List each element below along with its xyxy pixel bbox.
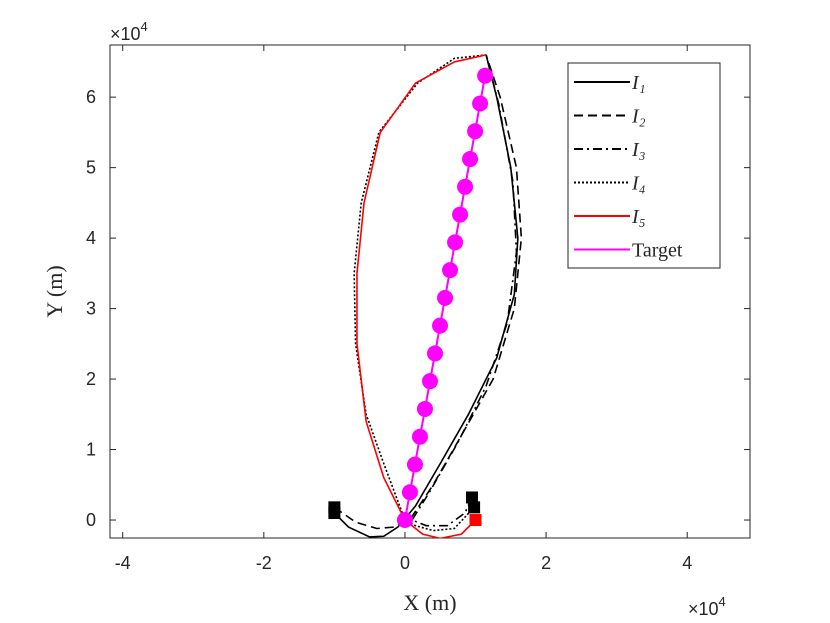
y-tick-label: 3: [86, 299, 96, 319]
legend-label: I₃: [631, 139, 646, 161]
target-marker: [462, 151, 479, 168]
target-marker: [452, 206, 469, 223]
x-tick-label: -2: [256, 553, 272, 573]
target-marker: [416, 400, 433, 417]
target-marker: [477, 67, 494, 84]
target-marker: [447, 234, 464, 251]
target-marker: [396, 512, 413, 529]
target-marker: [422, 373, 438, 390]
target-marker: [406, 456, 423, 473]
x-axis-label: X (m): [403, 590, 456, 615]
target-marker: [401, 484, 418, 501]
multiplier-exponent: 4: [719, 594, 726, 609]
multiplier-exponent: 4: [141, 19, 148, 34]
target-marker: [472, 95, 489, 112]
target-marker: [437, 289, 454, 306]
multiplier-base: ×10: [688, 599, 719, 619]
target-marker: [457, 178, 474, 195]
target-marker: [427, 345, 444, 362]
start-marker: [469, 514, 482, 527]
target-marker: [432, 317, 449, 334]
x-tick-label: 0: [400, 553, 410, 573]
y-tick-label: 2: [86, 369, 96, 389]
axis-multiplier: ×104: [688, 594, 726, 619]
y-tick-label: 4: [86, 228, 96, 248]
legend-label: Target: [632, 240, 683, 262]
trajectory: [333, 54, 523, 530]
y-tick-label: 0: [86, 510, 96, 530]
axis-multiplier: ×104: [110, 19, 148, 44]
y-tick-label: 1: [86, 440, 96, 460]
target-marker: [467, 123, 484, 140]
legend-label: I₁: [631, 72, 646, 94]
legend-label: I₂: [631, 106, 646, 128]
target-marker: [411, 428, 428, 445]
start-marker: [328, 501, 341, 514]
multiplier-base: ×10: [110, 24, 141, 44]
start-marker: [465, 491, 478, 504]
y-tick-label: 5: [86, 158, 96, 178]
x-tick-label: -4: [115, 553, 131, 573]
x-tick-label: 2: [541, 553, 551, 573]
target-marker: [442, 262, 459, 279]
y-axis-label: Y (m): [42, 265, 67, 317]
legend-label: I₄: [631, 173, 646, 195]
y-tick-label: 6: [86, 87, 96, 107]
start-marker: [468, 501, 481, 514]
trajectory: [356, 54, 487, 538]
legend-label: I₅: [631, 206, 646, 228]
trajectory: [410, 54, 518, 527]
legend-box: [567, 62, 721, 269]
x-tick-label: 4: [682, 553, 692, 573]
